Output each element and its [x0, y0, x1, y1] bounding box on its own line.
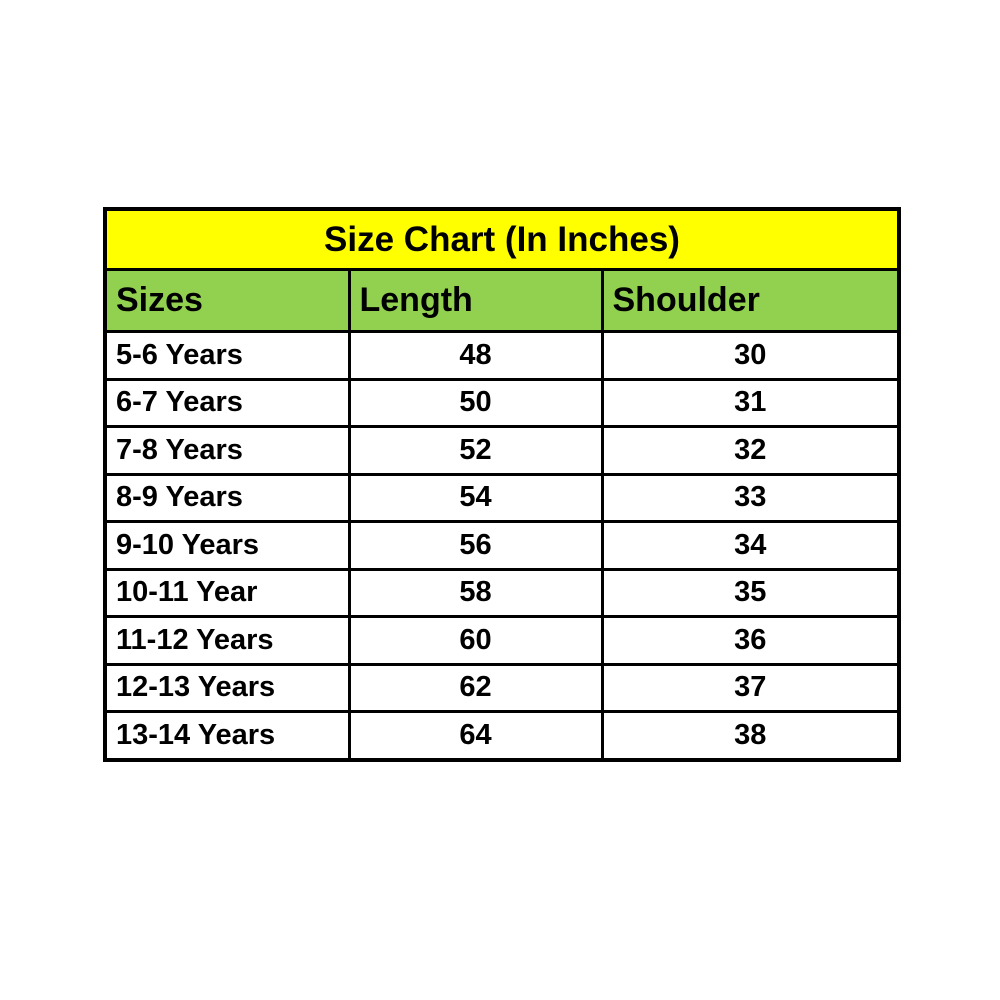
length-cell: 60	[347, 615, 604, 666]
size-cell: 10-11 Year	[103, 567, 351, 618]
column-header-shoulder: Shoulder	[600, 268, 901, 333]
length-cell: 54	[347, 472, 604, 523]
length-cell: 56	[347, 520, 604, 571]
size-cell: 13-14 Years	[103, 710, 351, 762]
table-row: 7-8 Years 52 32	[103, 425, 901, 476]
size-cell: 12-13 Years	[103, 662, 351, 713]
table-row: 8-9 Years 54 33	[103, 472, 901, 523]
length-cell: 52	[347, 425, 604, 476]
table-row: 12-13 Years 62 37	[103, 662, 901, 713]
shoulder-cell: 38	[600, 710, 901, 762]
size-cell: 6-7 Years	[103, 377, 351, 428]
column-header-length: Length	[347, 268, 604, 333]
table-title-row: Size Chart (In Inches)	[103, 207, 901, 271]
table-row: 5-6 Years 48 30	[103, 330, 901, 381]
length-cell: 48	[347, 330, 604, 381]
size-chart-table: Size Chart (In Inches) Sizes Length Shou…	[103, 207, 901, 762]
shoulder-cell: 35	[600, 567, 901, 618]
table-row: 13-14 Years 64 38	[103, 710, 901, 762]
shoulder-cell: 36	[600, 615, 901, 666]
shoulder-cell: 33	[600, 472, 901, 523]
table-row: 6-7 Years 50 31	[103, 377, 901, 428]
shoulder-cell: 37	[600, 662, 901, 713]
shoulder-cell: 32	[600, 425, 901, 476]
size-cell: 11-12 Years	[103, 615, 351, 666]
shoulder-cell: 30	[600, 330, 901, 381]
size-cell: 5-6 Years	[103, 330, 351, 381]
shoulder-cell: 34	[600, 520, 901, 571]
table-row: 10-11 Year 58 35	[103, 567, 901, 618]
table-row: 9-10 Years 56 34	[103, 520, 901, 571]
column-header-sizes: Sizes	[103, 268, 351, 333]
size-cell: 8-9 Years	[103, 472, 351, 523]
length-cell: 58	[347, 567, 604, 618]
shoulder-cell: 31	[600, 377, 901, 428]
table-header-row: Sizes Length Shoulder	[103, 268, 901, 333]
length-cell: 62	[347, 662, 604, 713]
length-cell: 64	[347, 710, 604, 762]
table-title: Size Chart (In Inches)	[103, 207, 901, 271]
table-row: 11-12 Years 60 36	[103, 615, 901, 666]
size-cell: 9-10 Years	[103, 520, 351, 571]
size-cell: 7-8 Years	[103, 425, 351, 476]
length-cell: 50	[347, 377, 604, 428]
